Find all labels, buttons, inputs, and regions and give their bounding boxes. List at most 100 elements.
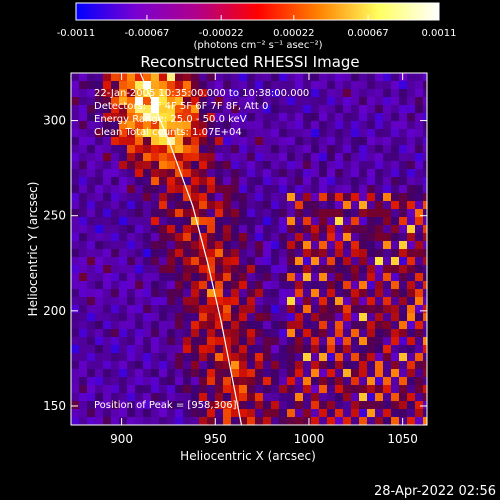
annotation-detectors: Detectors: 3F 4F 5F 6F 7F 8F, Att 0 [94,101,268,112]
heatmap-cell [167,345,175,353]
heatmap-cell [271,353,279,361]
heatmap-cell [119,401,127,409]
heatmap-cell [103,417,111,425]
heatmap-cell [79,265,87,273]
heatmap-cell [119,377,127,385]
heatmap-cell [87,361,95,369]
heatmap-cell [159,145,167,153]
heatmap-cell [375,89,383,97]
heatmap-cell [207,137,215,145]
heatmap-cell [311,209,319,217]
heatmap-cell [399,273,407,281]
heatmap-cell [287,409,295,417]
heatmap-cell [175,217,183,225]
heatmap-cell [399,129,407,137]
heatmap-cell [223,113,231,121]
heatmap-cell [231,137,239,145]
heatmap-cell [135,393,143,401]
heatmap-cell [71,89,79,97]
heatmap-cell [167,305,175,313]
heatmap-cell [127,305,135,313]
heatmap-cell [271,81,279,89]
heatmap-cell [255,305,263,313]
heatmap-cell [271,377,279,385]
heatmap-cell [327,105,335,113]
heatmap-cell [87,353,95,361]
heatmap-cell [303,249,311,257]
heatmap-cell [335,289,343,297]
heatmap-cell [279,153,287,161]
heatmap-cell [111,417,119,425]
heatmap-cell [407,177,415,185]
heatmap-cell [103,73,111,81]
heatmap-cell [207,169,215,177]
heatmap-cell [391,289,399,297]
heatmap-cell [175,241,183,249]
heatmap-cell [143,121,151,129]
heatmap-cell [87,225,95,233]
heatmap-cell [207,313,215,321]
heatmap-cell [367,97,375,105]
heatmap-cell [263,161,271,169]
heatmap-cell [343,345,351,353]
heatmap-cell [383,385,391,393]
heatmap-cell [311,129,319,137]
heatmap-cell [239,401,247,409]
heatmap-cell [287,89,295,97]
heatmap-cell [287,257,295,265]
heatmap-cell [207,241,215,249]
heatmap-cell [303,105,311,113]
heatmap-cell [375,233,383,241]
heatmap-cell [295,241,303,249]
heatmap-cell [111,313,119,321]
heatmap-cell [207,113,215,121]
heatmap-cell [167,193,175,201]
heatmap-cell [367,241,375,249]
heatmap-cell [359,305,367,313]
heatmap-cell [287,321,295,329]
heatmap-cell [255,281,263,289]
heatmap-cell [215,321,223,329]
heatmap-cell [87,273,95,281]
heatmap-cell [247,185,255,193]
heatmap-cell [71,321,79,329]
heatmap-cell [231,89,239,97]
heatmap-cell [367,377,375,385]
timestamp: 28-Apr-2022 02:56 [374,484,496,499]
heatmap-cell [279,401,287,409]
heatmap-cell [71,289,79,297]
heatmap-cell [199,281,207,289]
heatmap-cell [335,129,343,137]
heatmap-cell [295,73,303,81]
colorbar-strip [75,2,440,21]
heatmap-cell [183,281,191,289]
heatmap-cell [183,377,191,385]
heatmap-cell [175,209,183,217]
heatmap-cell [151,401,159,409]
heatmap-cell [119,289,127,297]
heatmap-cell [263,321,271,329]
heatmap-cell [287,241,295,249]
heatmap-cell [87,401,95,409]
heatmap-cell [79,385,87,393]
heatmap-cell [399,409,407,417]
heatmap-cell [247,385,255,393]
heatmap-cell [151,161,159,169]
heatmap-cell [343,249,351,257]
heatmap-cell [175,137,183,145]
heatmap-cell [79,273,87,281]
heatmap-cell [303,177,311,185]
heatmap-cell [119,89,127,97]
heatmap-cell [239,273,247,281]
heatmap-cell [191,105,199,113]
heatmap-cell [127,113,135,121]
heatmap-cell [279,257,287,265]
heatmap-cell [359,417,367,425]
heatmap-cell [175,185,183,193]
heatmap-cell [287,161,295,169]
heatmap-cell [175,305,183,313]
heatmap-cell [319,321,327,329]
heatmap-cell [175,177,183,185]
heatmap-cell [239,409,247,417]
heatmap-cell [327,81,335,89]
